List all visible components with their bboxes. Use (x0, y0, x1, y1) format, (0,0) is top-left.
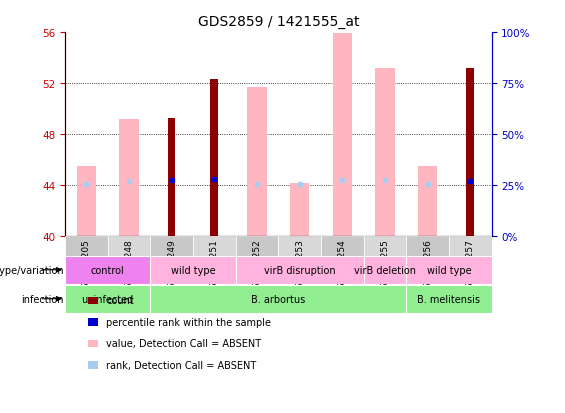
Bar (65, 285, 150, 313)
Text: GSM155205: GSM155205 (82, 239, 91, 294)
Bar (406, 237, 449, 284)
Text: GSM155256: GSM155256 (423, 239, 432, 294)
Text: uninfected: uninfected (81, 294, 134, 304)
Bar (375, 69, 394, 237)
Text: genotype/variation: genotype/variation (0, 265, 64, 275)
Text: B. melitensis: B. melitensis (418, 294, 480, 304)
Text: GSM155249: GSM155249 (167, 239, 176, 294)
Bar (168, 118, 176, 237)
Bar (364, 237, 406, 284)
Bar (65, 237, 107, 284)
Bar (449, 237, 492, 284)
Bar (150, 237, 193, 284)
Bar (333, 34, 352, 237)
Text: wild type: wild type (427, 265, 471, 275)
Bar (150, 285, 406, 313)
Text: virB disruption: virB disruption (264, 265, 336, 275)
Text: infection: infection (21, 294, 64, 304)
Bar (279, 237, 321, 284)
Text: rank, Detection Call = ABSENT: rank, Detection Call = ABSENT (106, 360, 257, 370)
Text: GSM155253: GSM155253 (295, 239, 304, 294)
Text: count: count (106, 296, 134, 306)
Text: GSM155252: GSM155252 (253, 239, 262, 294)
Text: wild type: wild type (171, 265, 215, 275)
Text: GSM155257: GSM155257 (466, 239, 475, 294)
Text: GSM155254: GSM155254 (338, 239, 347, 294)
Bar (77, 167, 96, 237)
Text: GSM155255: GSM155255 (380, 239, 389, 294)
Bar (150, 256, 236, 284)
Bar (290, 183, 309, 237)
Bar (193, 237, 236, 284)
Bar (247, 88, 267, 237)
Bar (321, 237, 364, 284)
Bar (119, 120, 138, 237)
Bar (406, 256, 492, 284)
Text: percentile rank within the sample: percentile rank within the sample (106, 317, 271, 327)
Text: control: control (91, 265, 124, 275)
Text: GSM155251: GSM155251 (210, 239, 219, 294)
Bar (406, 285, 492, 313)
Bar (210, 80, 218, 237)
Text: value, Detection Call = ABSENT: value, Detection Call = ABSENT (106, 339, 262, 349)
Bar (236, 237, 278, 284)
Text: GSM155248: GSM155248 (124, 239, 133, 294)
Bar (418, 167, 437, 237)
Title: GDS2859 / 1421555_at: GDS2859 / 1421555_at (198, 15, 359, 29)
Text: B. arbortus: B. arbortus (251, 294, 306, 304)
Bar (236, 256, 364, 284)
Text: virB deletion: virB deletion (354, 265, 416, 275)
Bar (107, 237, 150, 284)
Bar (65, 256, 150, 284)
Bar (466, 69, 474, 237)
Bar (364, 256, 406, 284)
